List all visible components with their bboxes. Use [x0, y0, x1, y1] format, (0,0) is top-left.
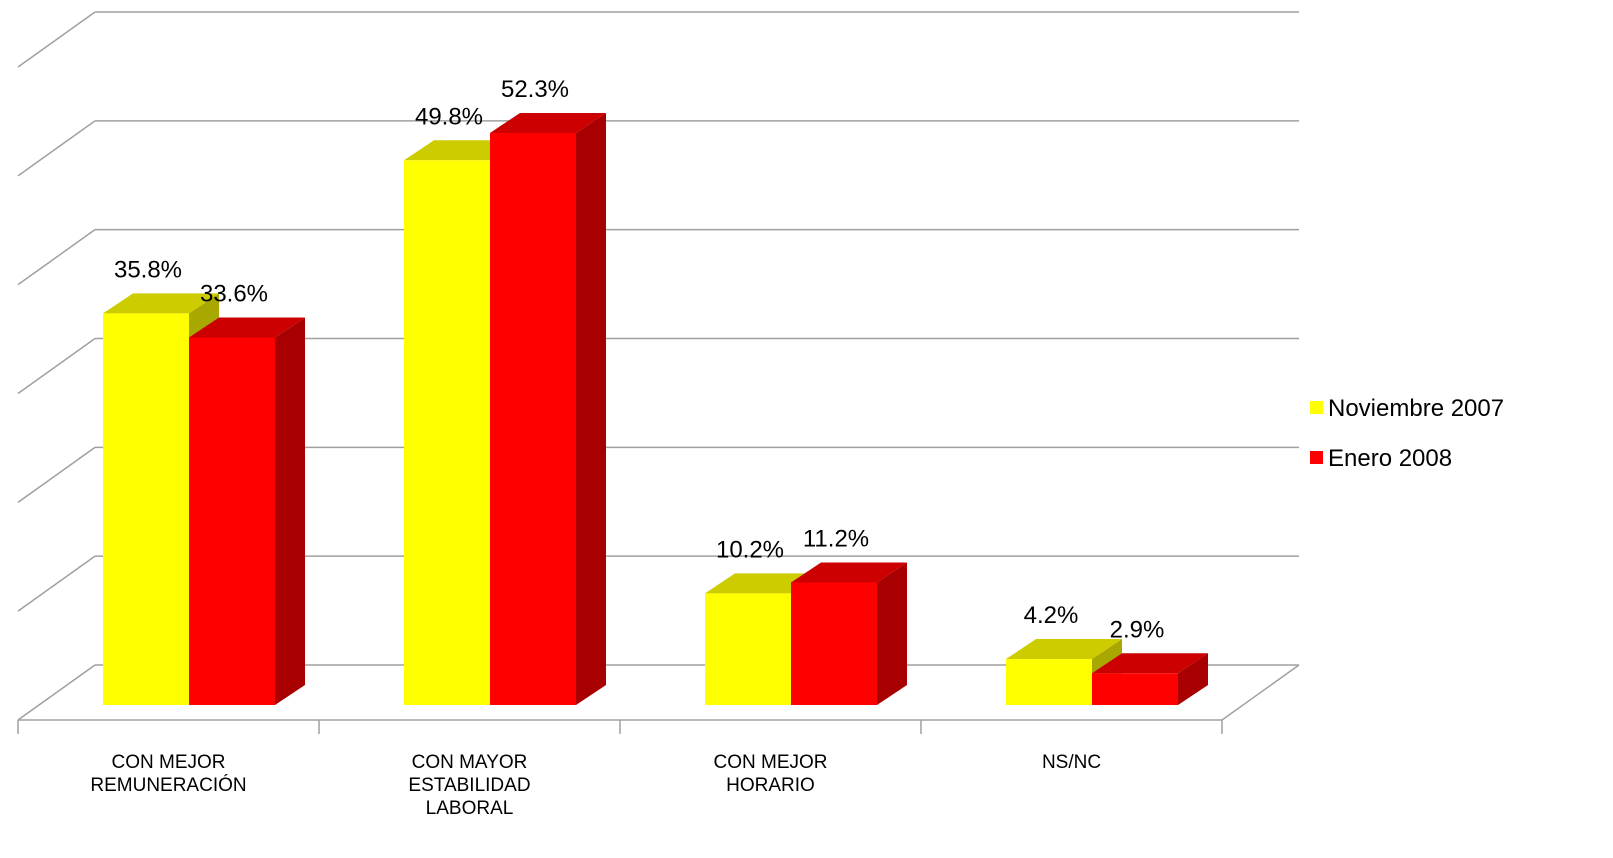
- grid-line: [17, 120, 96, 177]
- bar: [1092, 673, 1178, 705]
- data-label: 10.2%: [716, 536, 784, 563]
- legend-label: Noviembre 2007: [1328, 395, 1504, 422]
- x-tick-label: NS/NC: [1042, 752, 1101, 773]
- bar: [189, 337, 275, 705]
- bar-side: [275, 317, 305, 705]
- data-label: 11.2%: [803, 525, 869, 552]
- bar-side: [576, 112, 606, 705]
- bar: [404, 160, 490, 705]
- bar: [490, 132, 576, 705]
- bar-top: [1006, 639, 1122, 660]
- bar: [103, 313, 189, 705]
- legend-label: Enero 2008: [1328, 445, 1452, 472]
- bar: [1006, 659, 1092, 705]
- floor-edge: [1221, 664, 1300, 721]
- bar: [791, 582, 877, 705]
- bar-top: [490, 112, 606, 133]
- data-label: 2.9%: [1110, 616, 1165, 643]
- bar-side: [877, 562, 907, 705]
- grid-line: [17, 446, 96, 503]
- x-tick-label: CON MEJOR REMUNERACIÓN: [90, 752, 246, 796]
- bar-top: [1092, 653, 1208, 674]
- grid-line: [17, 664, 96, 721]
- data-label: 33.6%: [200, 280, 268, 307]
- data-label: 4.2%: [1024, 602, 1079, 629]
- grid-line: [17, 229, 96, 286]
- grid-line: [17, 11, 96, 68]
- x-tick-label: CON MAYOR ESTABILIDAD LABORAL: [408, 752, 530, 819]
- legend-swatch: [1310, 401, 1323, 414]
- bar: [705, 593, 791, 705]
- legend-swatch: [1310, 451, 1323, 464]
- bar-top: [103, 293, 219, 314]
- bar-top: [189, 317, 305, 338]
- grid-line: [17, 337, 96, 395]
- data-label: 35.8%: [114, 256, 182, 283]
- grid-line: [17, 555, 96, 612]
- bar-top: [791, 562, 907, 583]
- x-tick-label: CON MEJOR HORARIO: [714, 752, 828, 796]
- data-label: 52.3%: [501, 76, 569, 103]
- bar-side: [1178, 653, 1208, 705]
- data-label: 49.8%: [415, 103, 483, 130]
